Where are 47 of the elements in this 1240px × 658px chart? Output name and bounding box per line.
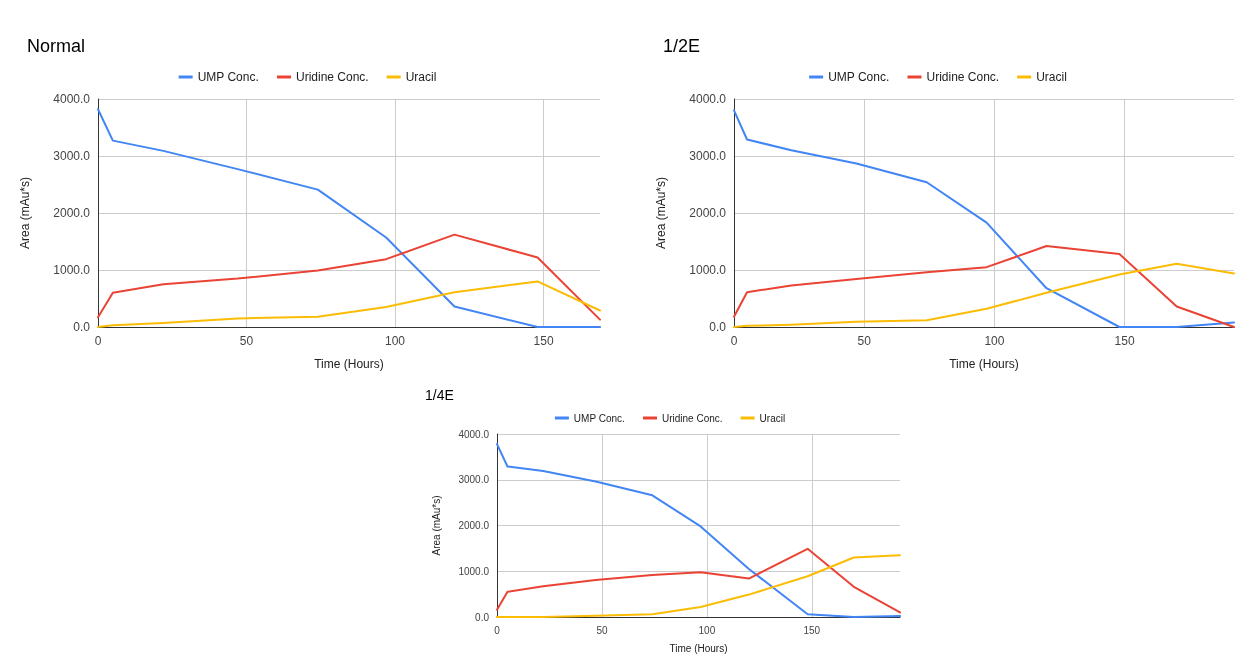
legend-label: UMP Conc.: [197, 70, 259, 84]
line-series: [496, 547, 901, 614]
y-tick-label: 0.0: [709, 320, 727, 334]
x-axis-title: Time (Hours): [669, 642, 728, 654]
legend-label: UMP Conc.: [573, 412, 625, 424]
x-tick-label: 100: [698, 624, 716, 636]
y-tick-label: 0.0: [73, 320, 91, 334]
line-series: [97, 233, 601, 321]
y-tick-label: 3000.0: [53, 149, 91, 163]
x-tick-label: 0: [94, 334, 102, 348]
y-tick-label: 3000.0: [458, 474, 490, 486]
legend-label: Uridine Conc.: [295, 70, 369, 84]
y-tick-label: 4000.0: [689, 92, 727, 106]
x-tick-label: 150: [533, 334, 554, 348]
x-tick-label: 50: [857, 334, 872, 348]
legend-label: Uridine Conc.: [661, 412, 723, 424]
x-tick-label: 50: [596, 624, 608, 636]
x-tick-label: 150: [1114, 334, 1135, 348]
y-tick-label: 1000.0: [53, 263, 91, 277]
x-tick-label: 50: [239, 334, 254, 348]
y-tick-label: 3000.0: [689, 149, 727, 163]
legend-label: Uracil: [759, 412, 786, 424]
y-tick-label: 1000.0: [689, 263, 727, 277]
y-tick-label: 0.0: [475, 611, 490, 623]
x-tick-label: 0: [730, 334, 738, 348]
x-axis-title: Time (Hours): [314, 357, 384, 372]
y-tick-label: 1000.0: [458, 565, 490, 577]
y-axis-title: Area (mAu*s): [430, 495, 442, 556]
y-tick-label: 4000.0: [53, 92, 91, 106]
x-tick-label: 100: [984, 334, 1005, 348]
legend-label: Uracil: [1036, 70, 1067, 84]
y-axis-title: Area (mAu*s): [653, 176, 668, 250]
x-axis-title: Time (Hours): [949, 357, 1019, 372]
y-tick-label: 2000.0: [53, 206, 91, 220]
x-tick-label: 100: [385, 334, 406, 348]
y-tick-label: 2000.0: [689, 206, 727, 220]
y-tick-label: 2000.0: [458, 520, 490, 531]
chart-title: Normal: [27, 36, 86, 56]
chart-title: 1/2E: [663, 36, 701, 56]
y-tick-label: 4000.0: [458, 428, 490, 440]
legend-label: Uridine Conc.: [926, 70, 1000, 84]
legend-label: Uracil: [405, 70, 437, 84]
x-tick-label: 150: [803, 624, 821, 636]
legend-label: UMP Conc.: [828, 70, 890, 84]
y-axis-title: Area (mAu*s): [17, 176, 32, 250]
x-tick-label: 0: [494, 624, 501, 636]
chart-title: 1/4E: [425, 387, 454, 403]
